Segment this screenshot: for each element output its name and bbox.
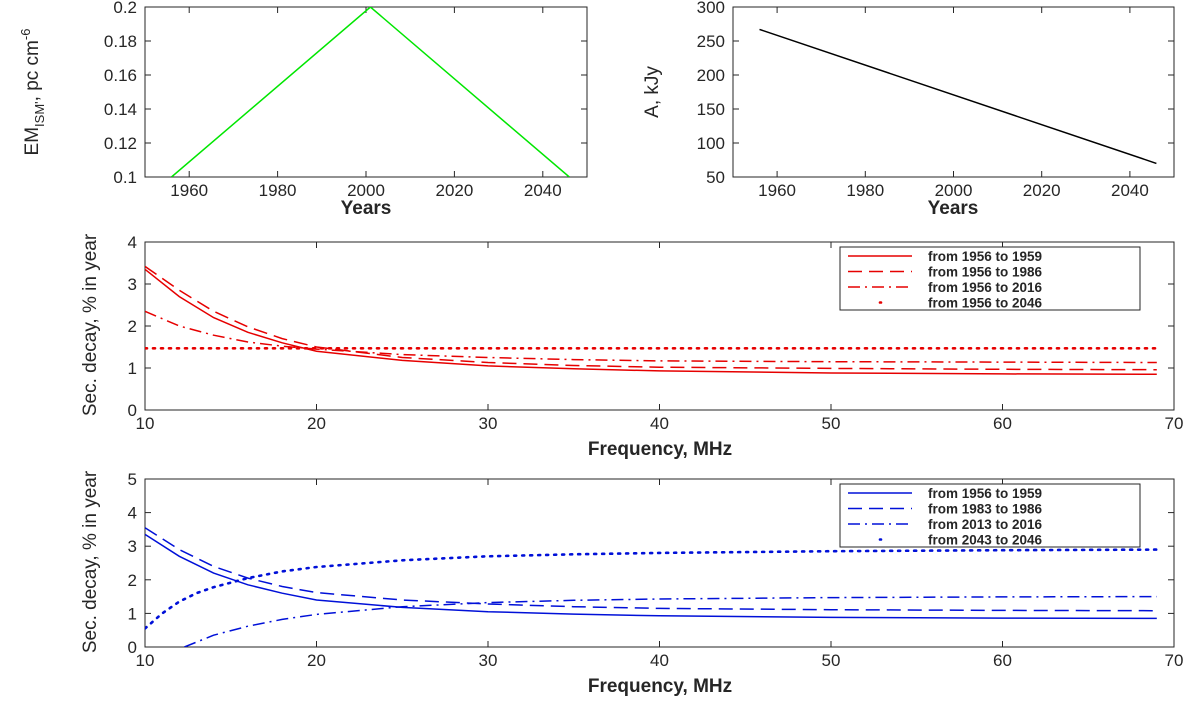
plot-area	[144, 6, 588, 178]
panel-decay-blue: Frequency, MHz Sec. decay, % in year 10 2…	[80, 470, 1183, 697]
y-tick-label: 2	[128, 317, 137, 336]
x-tick-label: 50	[822, 651, 841, 670]
x-tick-label: 2020	[435, 181, 473, 200]
y-tick-label: 3	[128, 275, 137, 294]
x-axis-label: Years	[928, 198, 979, 219]
legend-label: from 1956 to 1959	[928, 249, 1042, 264]
panel-amplitude: Years A, kJy 1960 1980 2000 2020 2040 50 100 15…	[642, 0, 1175, 219]
y-tick-label: 1	[128, 359, 137, 378]
x-tick-label: 50	[822, 414, 841, 433]
y-tick-label: 250	[697, 32, 725, 51]
legend-label: from 1956 to 2016	[928, 280, 1043, 295]
y-tick-label: 1	[128, 604, 137, 623]
x-tick-label: 2040	[524, 181, 562, 200]
series-line-2	[145, 527, 1157, 612]
x-tick-label: 10	[136, 414, 155, 433]
legend-box	[839, 483, 1141, 548]
x-axis-label: Frequency, MHz	[588, 439, 732, 460]
legend-label: from 2013 to 2016	[928, 517, 1043, 532]
x-tick-label: 2000	[935, 181, 973, 200]
x-tick-label: 1980	[846, 181, 884, 200]
x-tick-label: 70	[1165, 414, 1184, 433]
x-tick-label: 10	[136, 651, 155, 670]
x-tick-label: 70	[1165, 651, 1184, 670]
panel-emission-measure: Years EMISM', pc cm-6 1960 1980 2000 2020 20…	[18, 0, 588, 219]
y-axis-label: A, kJy	[642, 66, 663, 118]
legend-box	[839, 246, 1141, 311]
y-tick-label: 4	[128, 233, 137, 252]
y-tick-label: 0.14	[104, 100, 137, 119]
x-tick-label: 1960	[758, 181, 796, 200]
y-tick-label: 0	[128, 401, 137, 420]
x-tick-label: 20	[307, 414, 326, 433]
panel-decay-red: Frequency, MHz Sec. decay, % in year 10 2…	[80, 233, 1183, 460]
y-tick-label: 0.2	[113, 0, 137, 17]
y-tick-label: 0.18	[104, 32, 137, 51]
x-tick-label: 2040	[1111, 181, 1149, 200]
x-tick-label: 20	[307, 651, 326, 670]
series-line-3	[184, 595, 1157, 647]
y-tick-label: 4	[128, 504, 137, 523]
series-line-3	[145, 310, 1157, 364]
legend-label: from 1956 to 1986	[928, 265, 1043, 280]
series-line-1	[171, 7, 570, 177]
x-tick-label: 2000	[347, 181, 385, 200]
y-tick-label: 2	[128, 571, 137, 590]
series-line-4	[145, 548, 1159, 630]
y-axis-label-superscript: -6	[18, 29, 33, 41]
x-tick-label: 40	[650, 414, 669, 433]
y-tick-label: 0	[128, 638, 137, 657]
y-axis-label: Sec. decay, % in year	[80, 470, 101, 653]
y-tick-label: 0.12	[104, 134, 137, 153]
y-tick-label: 150	[697, 100, 725, 119]
x-tick-label: 30	[479, 414, 498, 433]
x-tick-label: 60	[993, 414, 1012, 433]
x-tick-label: 60	[993, 651, 1012, 670]
y-axis-label: EMISM', pc cm-6	[18, 29, 47, 156]
legend-label: from 1956 to 2046	[928, 296, 1043, 311]
y-tick-label: 100	[697, 134, 725, 153]
series-line-1	[145, 268, 1157, 376]
legend-label: from 1956 to 1959	[928, 486, 1042, 501]
legend-label: from 2043 to 2046	[928, 533, 1043, 548]
y-tick-label: 5	[128, 470, 137, 489]
x-axis-label: Frequency, MHz	[588, 676, 732, 697]
y-tick-label: 0.1	[113, 168, 137, 187]
x-tick-label: 2020	[1023, 181, 1061, 200]
y-axis-label-rest: , pc cm	[22, 40, 43, 101]
legend-label: from 1983 to 1986	[928, 502, 1043, 517]
x-axis-label: Years	[341, 198, 392, 219]
y-axis-label-main: EM	[22, 127, 43, 156]
series-line-2	[145, 265, 1157, 371]
y-tick-label: 50	[706, 168, 725, 187]
x-tick-label: 1960	[170, 181, 208, 200]
y-tick-label: 0.16	[104, 66, 137, 85]
y-tick-label: 200	[697, 66, 725, 85]
x-tick-label: 40	[650, 651, 669, 670]
y-tick-label: 3	[128, 537, 137, 556]
x-tick-label: 1980	[259, 181, 297, 200]
y-axis-label: Sec. decay, % in year	[80, 233, 101, 416]
series-line-1	[759, 28, 1157, 165]
x-tick-label: 30	[479, 651, 498, 670]
y-tick-label: 300	[697, 0, 725, 17]
plot-area	[732, 6, 1175, 178]
y-axis-label-subscript: ISM'	[32, 101, 47, 127]
